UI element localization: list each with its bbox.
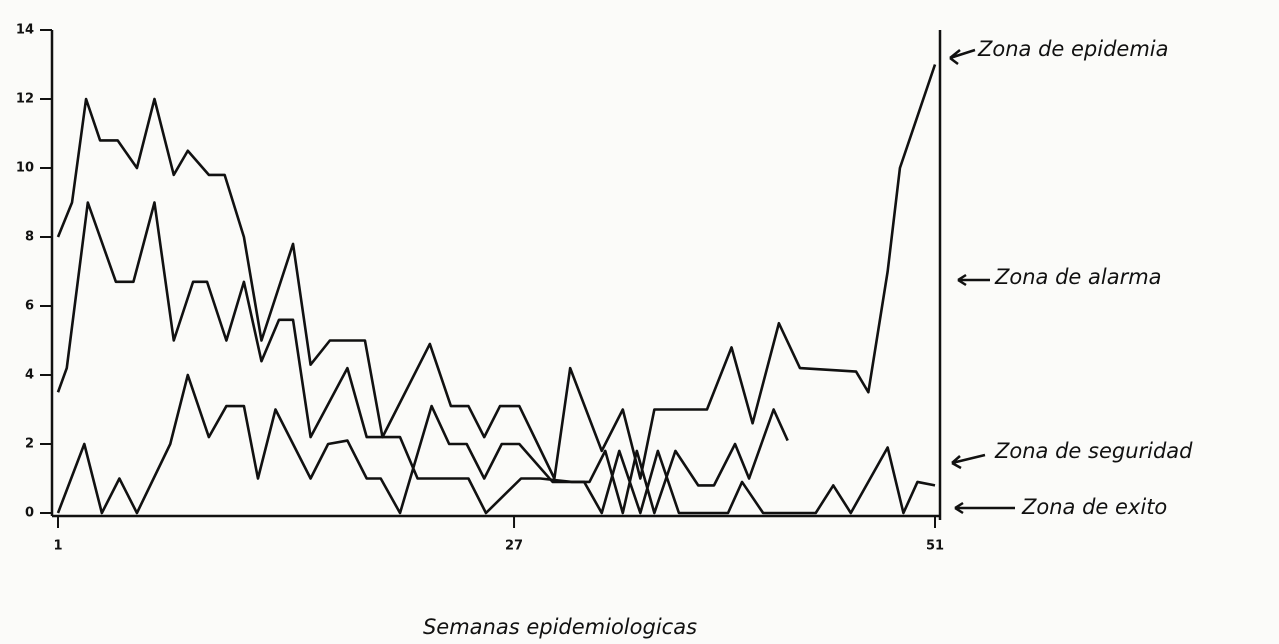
- y-tick-label: 2: [25, 437, 34, 452]
- y-tick-label: 6: [25, 299, 34, 314]
- y-tick-label: 0: [25, 506, 34, 521]
- line-series: [56, 64, 937, 480]
- annotation: Zona de exito: [1021, 495, 1167, 519]
- line-series: [56, 373, 936, 515]
- x-axis-label: Semanas epidemiologicas: [423, 615, 697, 639]
- annotation: Zona de seguridad: [994, 439, 1193, 463]
- y-tick-label: 4: [25, 368, 34, 383]
- y-tick-label: 8: [25, 230, 34, 245]
- x-tick-label: 51: [926, 539, 944, 554]
- annotation-arrows: [949, 48, 1015, 515]
- y-tick-label: 14: [16, 23, 34, 38]
- x-tick-label: 1: [53, 539, 62, 554]
- y-tick-label: 10: [16, 161, 34, 176]
- line-series: [56, 201, 789, 515]
- x-tick-label: 27: [505, 539, 523, 554]
- y-tick-label: 12: [16, 92, 34, 107]
- annotation: Zona de alarma: [994, 265, 1162, 289]
- annotation: Zona de epidemia: [977, 37, 1169, 61]
